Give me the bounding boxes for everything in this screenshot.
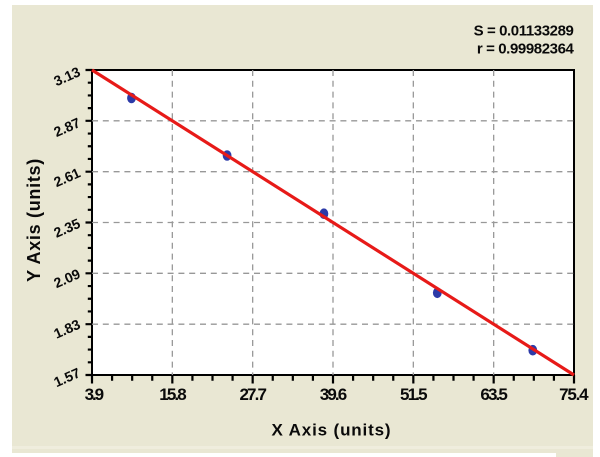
- svg-text:S = 0.01133289: S = 0.01133289: [474, 22, 574, 39]
- svg-text:39.6: 39.6: [320, 385, 348, 404]
- svg-text:15.8: 15.8: [159, 385, 187, 404]
- svg-text:3.9: 3.9: [85, 385, 105, 404]
- svg-text:r = 0.99982364: r = 0.99982364: [477, 40, 575, 57]
- svg-text:27.7: 27.7: [239, 385, 267, 404]
- svg-text:63.5: 63.5: [480, 385, 507, 404]
- svg-text:X Axis (units): X Axis (units): [272, 420, 392, 439]
- svg-text:51.5: 51.5: [400, 385, 428, 404]
- svg-text:75.4: 75.4: [559, 385, 589, 404]
- svg-text:Y Axis (units): Y Axis (units): [24, 158, 44, 282]
